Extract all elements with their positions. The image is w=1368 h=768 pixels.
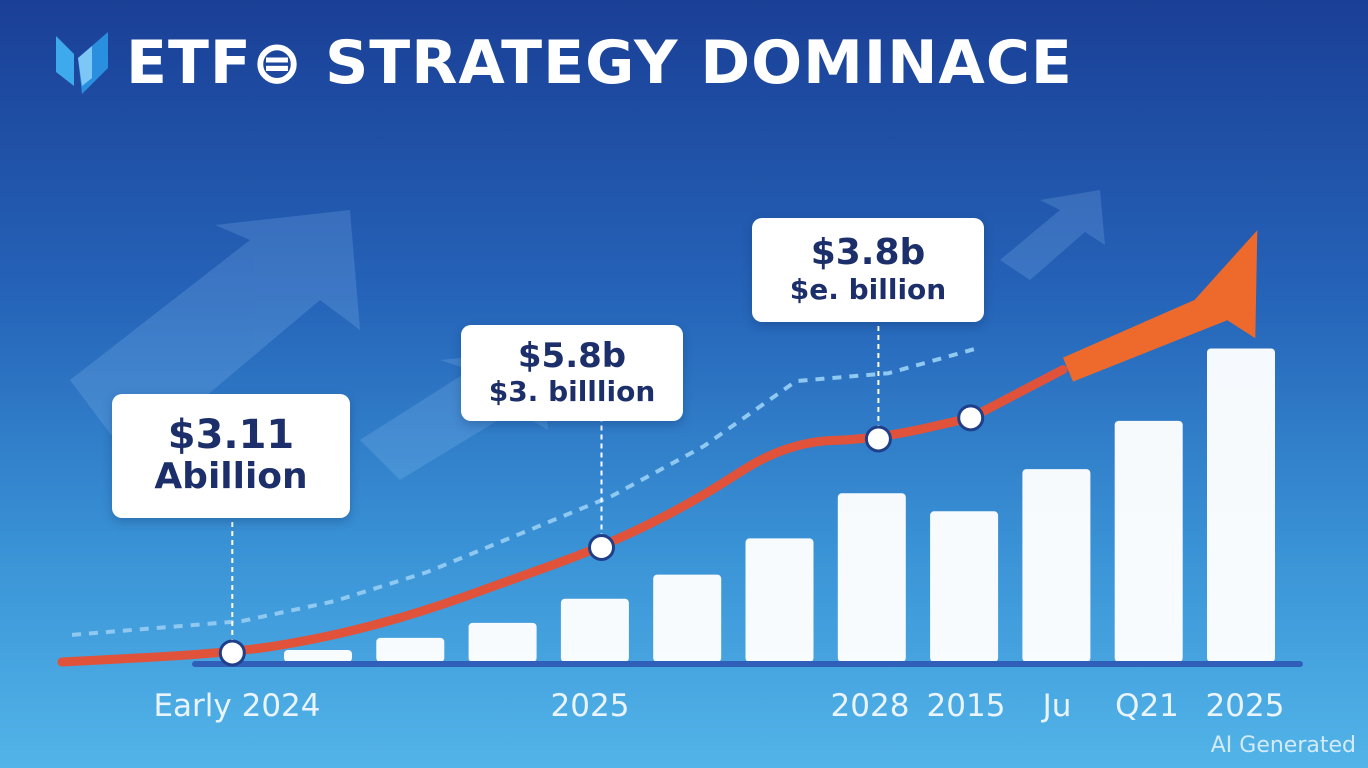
bar-11 [1207, 348, 1275, 662]
x-tick-label-5: Ju [1041, 688, 1072, 724]
callout-value-3: $3.8b $e. billion [752, 218, 984, 322]
x-tick-label-1: Early 2024 [153, 688, 320, 724]
data-marker-4 [957, 404, 985, 432]
data-marker-1 [218, 639, 246, 667]
callout-3-value: $3.8b [810, 232, 926, 274]
bar-7 [837, 493, 906, 662]
x-tick-label-7: 2025 [1206, 688, 1285, 724]
bar-6 [745, 538, 814, 662]
callout-leaders [231, 322, 880, 653]
bar-4 [560, 598, 629, 662]
bar-2 [376, 637, 445, 662]
page-title: ETF⊜ STRATEGY DOMINACE [126, 28, 1073, 98]
callout-1-value: $3.11 [167, 412, 295, 459]
callout-value-1: $3.11 Abillion [112, 394, 350, 518]
forecast-dotted-line [71, 345, 982, 637]
x-tick-labels: Early 2024 2025 2028 2015 Ju Q21 2025 [153, 688, 1284, 724]
x-tick-label-2: 2025 [551, 688, 630, 724]
bar-1 [284, 649, 352, 662]
callout-1-unit: Abillion [154, 456, 308, 498]
data-marker-3 [864, 425, 892, 453]
growth-arrow-icon [1063, 230, 1258, 382]
callout-2-unit: $3. billlion [488, 374, 656, 408]
ai-generated-watermark: AI Generated [1210, 733, 1356, 758]
callout-value-2: $5.8b $3. billlion [461, 325, 683, 421]
x-tick-label-4: 2015 [927, 688, 1006, 724]
x-tick-label-3: 2028 [831, 688, 910, 724]
bars-group [284, 348, 1275, 662]
data-marker-2 [588, 533, 615, 561]
bar-5 [653, 574, 722, 662]
callout-3-unit: $e. billion [789, 273, 947, 306]
markers-group [218, 404, 985, 667]
logo-icon [56, 32, 108, 94]
bar-8 [930, 511, 999, 662]
bar-3 [468, 622, 537, 662]
x-tick-label-6: Q21 [1115, 688, 1179, 724]
bar-10 [1114, 420, 1183, 662]
bar-9 [1022, 469, 1091, 662]
header: ETF⊜ STRATEGY DOMINACE [52, 28, 1073, 98]
callout-2-value: $5.8b [517, 335, 627, 376]
